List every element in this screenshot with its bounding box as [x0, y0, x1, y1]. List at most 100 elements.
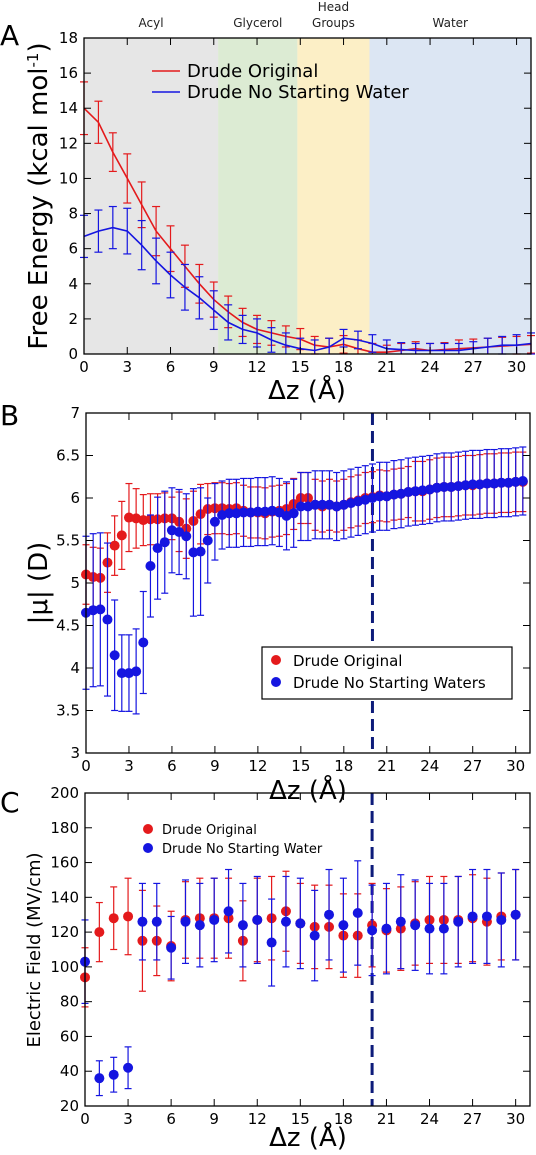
data-point — [209, 914, 220, 925]
x-tick-label: 27 — [463, 757, 482, 775]
data-point — [209, 516, 220, 527]
legend-marker-drude-no-starting-waters — [271, 677, 281, 687]
y-tick-label: 180 — [50, 819, 79, 837]
y-tick-label: 60 — [60, 1027, 79, 1045]
legend-marker-drude-original — [271, 655, 281, 665]
y-tick-label: 3.5 — [56, 702, 80, 720]
x-tick-label: 12 — [247, 358, 266, 376]
x-tick-label: 30 — [507, 358, 526, 376]
x-tick-label: 9 — [209, 358, 219, 376]
y-tick-label: 16 — [59, 64, 78, 82]
series-line — [83, 107, 532, 354]
y-tick-label: 18 — [59, 29, 78, 47]
x-tick-label: 15 — [291, 358, 310, 376]
panel-a: A Acyl Glycerol Head Groups Water 0 3 6 9 12 15 18… — [0, 0, 535, 406]
x-tick-label: 0 — [79, 358, 89, 376]
data-point — [180, 916, 191, 927]
x-tick-label: 6 — [167, 757, 177, 775]
panel-a-ylabel-close: ) — [24, 42, 54, 52]
data-point — [202, 535, 213, 546]
x-tick-label: 30 — [506, 757, 525, 775]
data-point — [280, 916, 291, 927]
panel-b-letter: B — [0, 399, 19, 432]
y-tick-label: 140 — [50, 888, 79, 906]
panel-a-letter: A — [0, 19, 19, 52]
data-point — [482, 478, 493, 489]
x-tick-label: 21 — [377, 1110, 396, 1128]
y-tick-label: 6 — [68, 240, 78, 258]
y-tick-label: 100 — [50, 958, 79, 976]
data-point — [510, 909, 521, 920]
region-label-head: Head — [318, 0, 349, 14]
y-tick-label: 4 — [68, 275, 78, 293]
data-point — [116, 668, 127, 679]
y-tick-label: 14 — [59, 99, 78, 117]
data-point — [95, 604, 106, 615]
legend-marker-drude-original — [143, 824, 153, 834]
data-point — [145, 561, 156, 571]
data-point — [295, 501, 306, 512]
panel-c-xlabel: Δz (Å) — [269, 1121, 347, 1153]
panel-c-legend: Drude Original Drude No Starting Water — [143, 823, 323, 857]
panel-c-letter: C — [0, 786, 20, 819]
y-tick-label: 160 — [50, 854, 79, 872]
x-tick-label: 12 — [248, 757, 267, 775]
data-point — [310, 499, 321, 510]
data-point — [131, 666, 142, 677]
x-tick-label: 3 — [123, 1110, 133, 1128]
panel-b-xlabel: Δz (Å) — [269, 774, 347, 806]
series-line — [83, 226, 532, 352]
data-point — [194, 920, 205, 931]
region-label-water: Water — [433, 16, 469, 30]
panel-a-ylabel-sup: -1 — [24, 53, 42, 68]
y-tick-label: 12 — [59, 134, 78, 152]
panel-a-xlabel: Δz (Å) — [268, 374, 346, 406]
y-tick-label: 4 — [70, 659, 80, 677]
data-point — [309, 930, 320, 941]
panel-c-ylabel: Electric Field (MV/cm) — [24, 852, 45, 1047]
data-point — [123, 911, 134, 922]
data-point — [159, 537, 170, 548]
data-point — [317, 499, 328, 510]
data-point — [237, 920, 248, 931]
y-tick-label: 5.5 — [56, 532, 80, 550]
region-head — [297, 38, 370, 354]
y-tick-label: 7 — [70, 404, 80, 422]
data-point — [138, 637, 149, 648]
x-tick-label: 18 — [334, 358, 353, 376]
data-point — [481, 911, 492, 922]
y-tick-label: 10 — [59, 169, 78, 187]
data-point — [123, 1062, 134, 1073]
series-drude-no-starting-water — [80, 860, 521, 1097]
x-tick-label: 18 — [334, 1110, 353, 1128]
y-tick-label: 4.5 — [56, 617, 80, 635]
y-tick-label: 120 — [50, 923, 79, 941]
data-point — [108, 1069, 119, 1080]
x-tick-label: 3 — [122, 358, 132, 376]
y-tick-label: 200 — [50, 784, 79, 802]
x-tick-label: 0 — [80, 1110, 90, 1128]
data-point — [195, 546, 206, 557]
panel-b-legend: Drude Original Drude No Starting Waters — [261, 646, 513, 700]
data-point — [137, 916, 148, 927]
x-tick-label: 15 — [291, 757, 310, 775]
legend-label-drude-no-starting-waters: Drude No Starting Waters — [293, 674, 486, 692]
panel-a-frame — [83, 37, 532, 355]
panel-a-regions: Acyl Glycerol Head Groups Water — [84, 0, 531, 354]
data-point — [367, 925, 378, 936]
x-tick-label: 0 — [81, 757, 91, 775]
data-point — [166, 942, 177, 953]
x-tick-label: 9 — [209, 1110, 219, 1128]
x-tick-label: 27 — [464, 358, 483, 376]
data-point — [252, 914, 263, 925]
data-point — [295, 918, 306, 929]
y-tick-label: 8 — [68, 205, 78, 223]
legend-label-drude-original: Drude Original — [187, 61, 318, 82]
panel-b-frame — [85, 412, 531, 754]
y-tick-label: 2 — [68, 310, 78, 328]
region-label-glycerol: Glycerol — [233, 16, 282, 30]
data-point — [453, 916, 464, 927]
data-point — [102, 614, 113, 625]
series-drude-original — [81, 451, 528, 609]
